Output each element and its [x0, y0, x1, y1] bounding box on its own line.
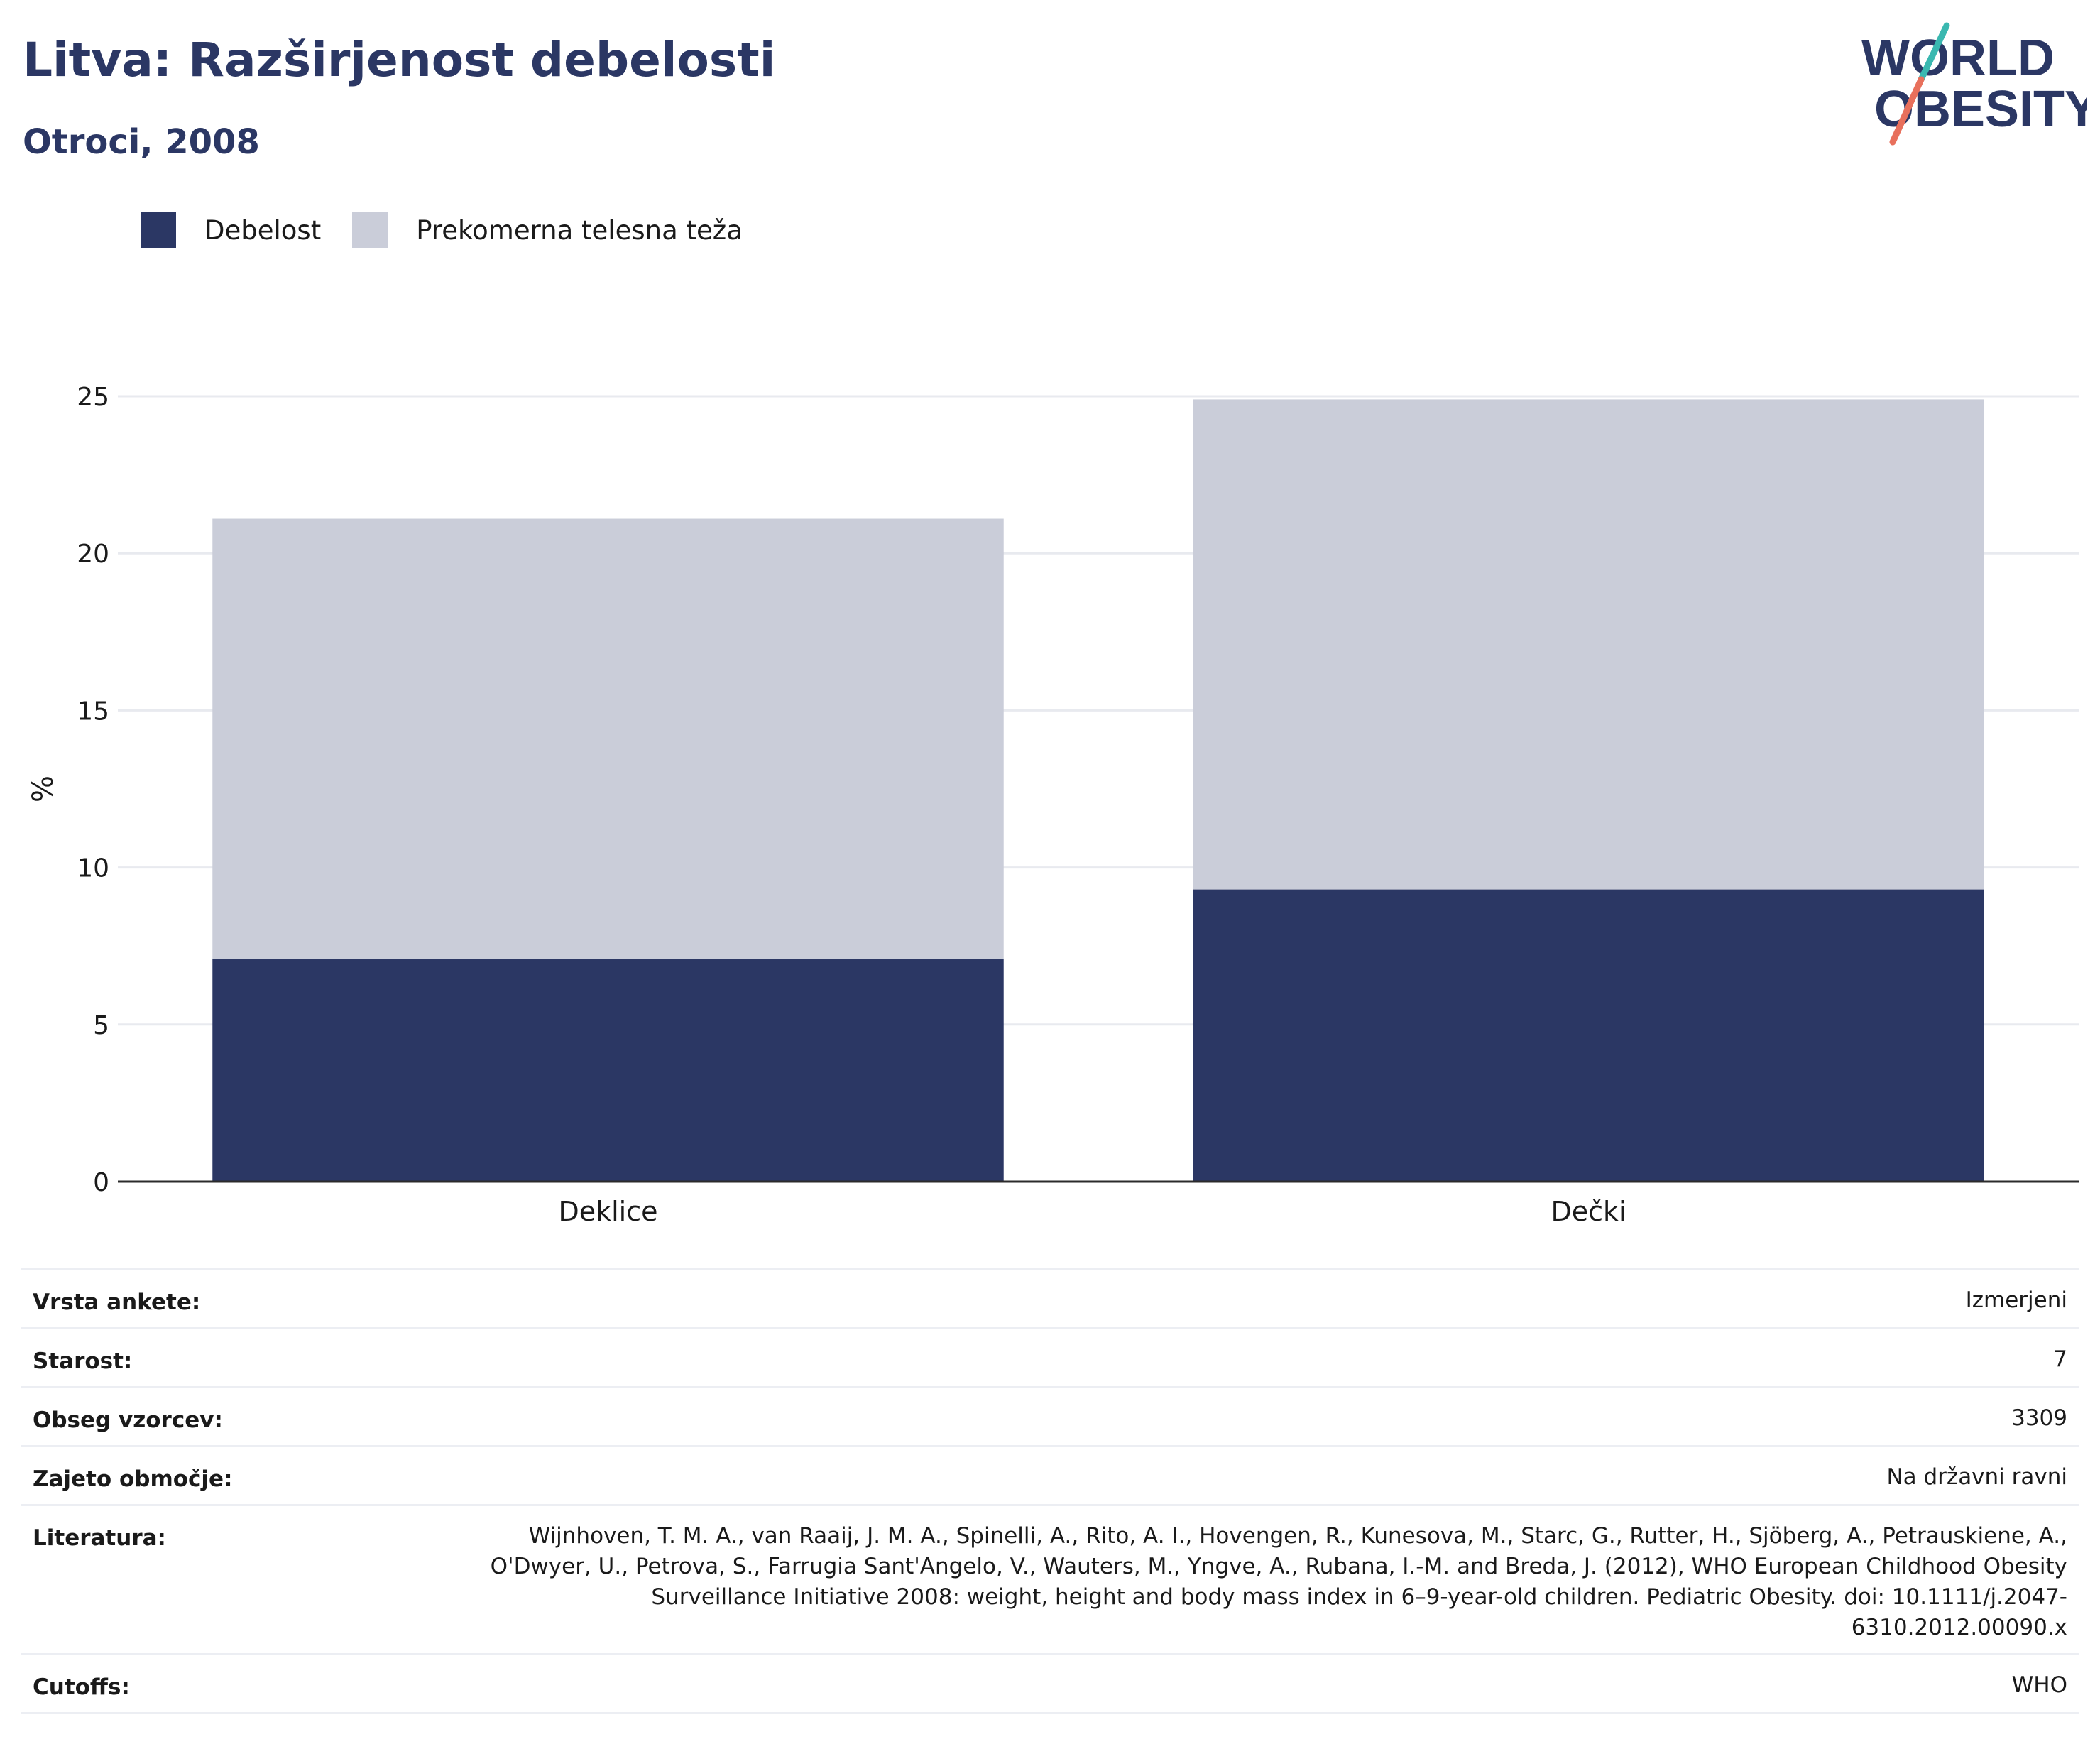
meta-row-area-covered: Zajeto območje: Na državni ravni	[21, 1447, 2079, 1506]
legend-item-debelost[interactable]: Debelost	[141, 212, 321, 248]
chart-subtitle: Otroci, 2008	[23, 122, 260, 162]
y-tick-label-0: 0	[93, 1168, 109, 1197]
meta-key-cutoffs: Cutoffs:	[33, 1674, 130, 1700]
meta-key-literature: Literatura:	[33, 1525, 166, 1551]
logo-slash-coral	[1889, 76, 1925, 146]
legend-item-prekomerna[interactable]: Prekomerna telesna teža	[352, 212, 743, 248]
legend-label-debelost: Debelost	[204, 214, 322, 246]
meta-row-survey-type: Vrsta ankete: Izmerjeni	[21, 1270, 2079, 1329]
meta-row-cutoffs: Cutoffs: WHO	[21, 1655, 2079, 1714]
meta-row-literature: Literatura: Wijnhoven, T. M. A., van Raa…	[21, 1506, 2079, 1655]
meta-key-age: Starost:	[33, 1348, 133, 1374]
meta-value-age: 7	[2053, 1346, 2067, 1372]
bar-dečki-series-0	[1193, 889, 1984, 1182]
x-tick-label-0: Deklice	[558, 1196, 657, 1227]
meta-value-literature: Wijnhoven, T. M. A., van Raaij, J. M. A.…	[490, 1523, 2067, 1640]
bar-dečki-series-1	[1193, 399, 1984, 890]
y-axis-title: %	[27, 775, 60, 802]
y-tick-label-10: 10	[77, 854, 109, 883]
meta-row-age: Starost: 7	[21, 1329, 2079, 1388]
stacked-bar-chart: 0 5 10 15 20 25 Deklice Dečki%	[27, 383, 2079, 1227]
y-tick-label-20: 20	[77, 540, 109, 569]
bar-deklice-series-1	[212, 518, 1004, 959]
meta-row-sample-size: Obseg vzorcev: 3309	[21, 1388, 2079, 1447]
meta-key-area-covered: Zajeto območje:	[33, 1466, 233, 1492]
logo-slash-teal	[1918, 22, 1950, 83]
chart-title: Litva: Razširjenost debelosti	[23, 33, 776, 87]
meta-value-cutoffs: WHO	[2011, 1672, 2067, 1698]
legend-swatch-prekomerna	[352, 212, 388, 248]
meta-value-sample-size: 3309	[2011, 1405, 2067, 1431]
y-tick-label-5: 5	[93, 1011, 109, 1040]
meta-value-survey-type: Izmerjeni	[1965, 1287, 2067, 1313]
meta-value-area-covered: Na državni ravni	[1886, 1464, 2067, 1490]
x-tick-label-1: Dečki	[1551, 1196, 1626, 1227]
legend-label-prekomerna: Prekomerna telesna teža	[416, 214, 743, 246]
logo-text-world: WORLD	[1861, 30, 2055, 87]
metadata-table: Vrsta ankete: Izmerjeni Starost: 7 Obseg…	[21, 1268, 2079, 1714]
world-obesity-logo: WORLD OBESITY	[1861, 22, 2087, 146]
y-tick-label-15: 15	[77, 697, 109, 726]
legend-swatch-debelost	[141, 212, 176, 248]
bar-deklice-series-0	[212, 958, 1004, 1182]
meta-key-sample-size: Obseg vzorcev:	[33, 1407, 223, 1433]
y-tick-label-25: 25	[77, 383, 109, 412]
chart-legend: Debelost Prekomerna telesna teža	[141, 212, 774, 249]
meta-key-survey-type: Vrsta ankete:	[33, 1290, 201, 1315]
